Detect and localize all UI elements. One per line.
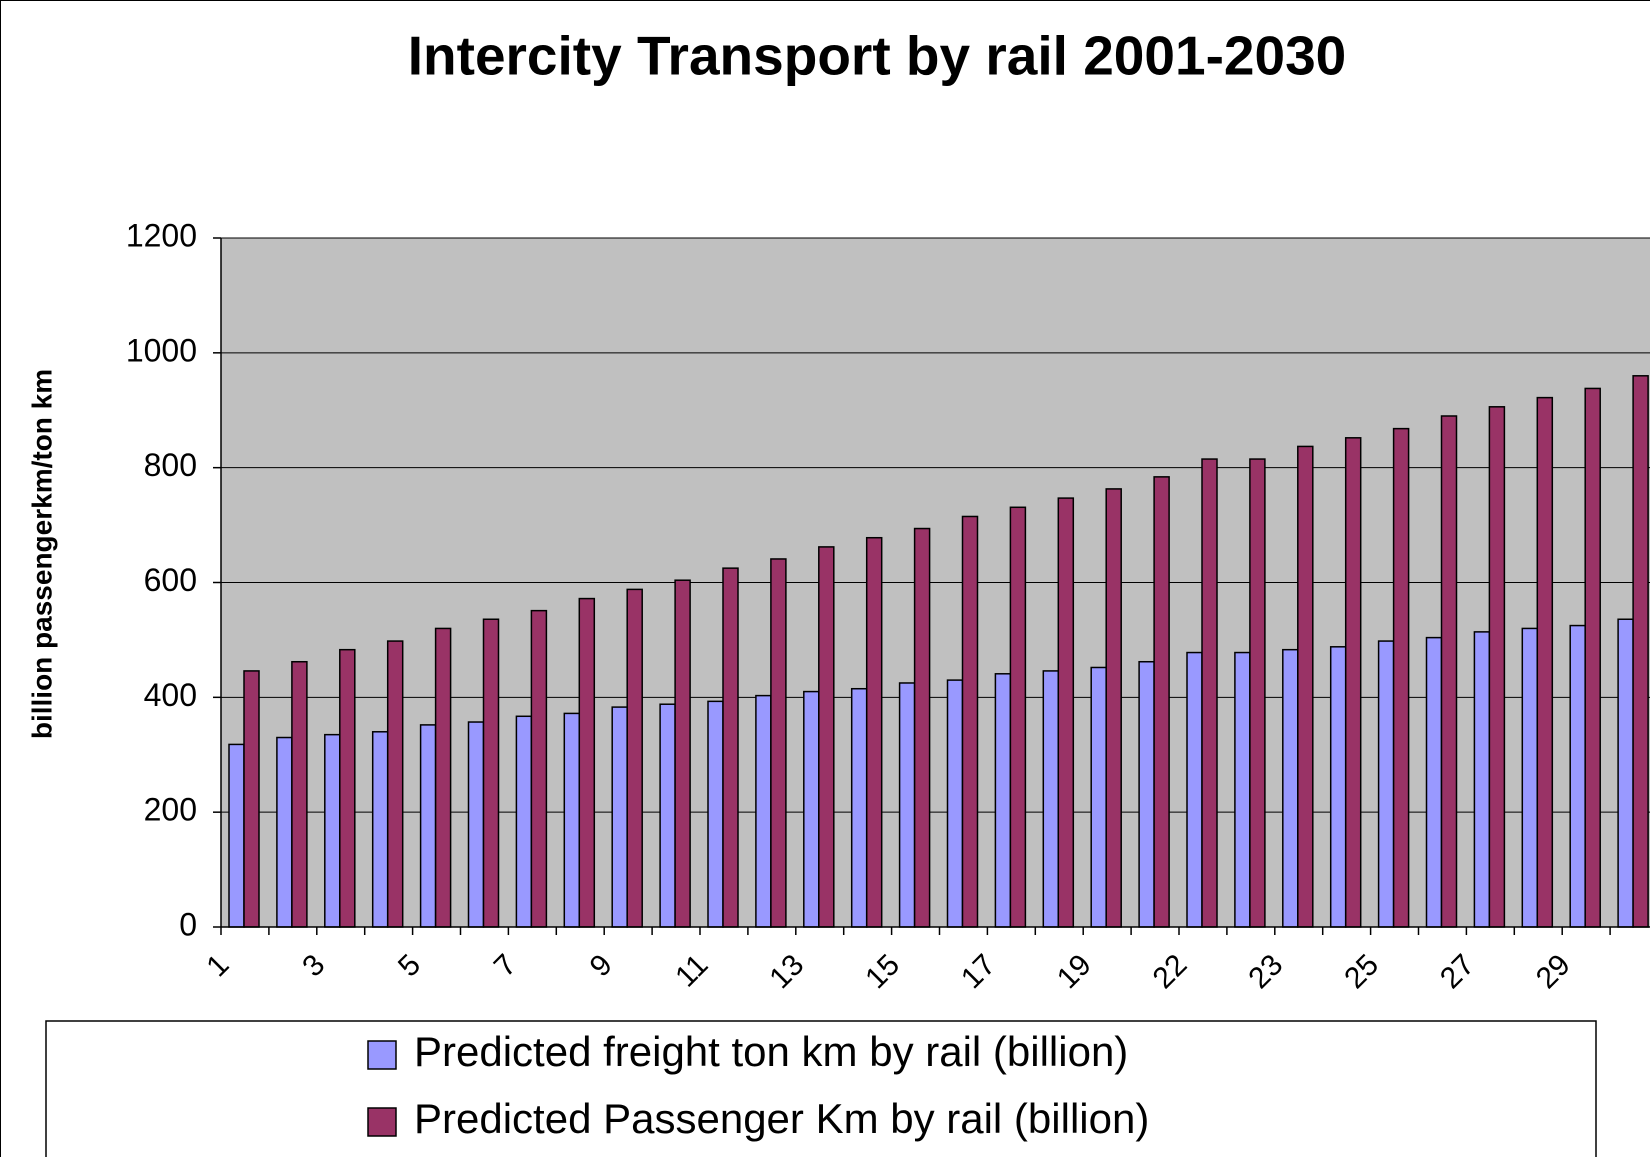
bar — [291, 660, 308, 928]
bar — [1617, 618, 1634, 928]
bar — [467, 721, 485, 928]
bar — [1297, 445, 1314, 928]
bar — [818, 546, 835, 928]
bar — [674, 579, 691, 928]
bar — [1632, 375, 1649, 928]
bar — [1473, 631, 1491, 928]
bar — [578, 597, 596, 928]
bar — [1329, 646, 1347, 928]
bar — [1344, 437, 1362, 928]
bar — [913, 527, 931, 928]
bar — [1153, 476, 1170, 928]
bar — [386, 640, 404, 928]
y-tick-label: 200 — [144, 792, 197, 828]
legend-label: Predicted freight ton km by rail (billio… — [414, 1028, 1128, 1075]
bar — [1057, 497, 1075, 928]
bar — [371, 731, 389, 928]
bar — [1440, 415, 1458, 928]
bar — [515, 715, 533, 928]
bar — [1234, 651, 1251, 928]
bar — [1569, 624, 1586, 928]
bar — [611, 706, 628, 928]
y-axis-label: billion passengerkm/ton km — [26, 369, 57, 739]
chart-title: Intercity Transport by rail 2001-2030 — [408, 25, 1347, 87]
bar — [1521, 627, 1539, 928]
bar — [770, 558, 787, 928]
bar — [803, 690, 820, 928]
bar — [1186, 651, 1203, 928]
bar — [755, 694, 772, 928]
bar — [722, 567, 739, 928]
bar — [1009, 506, 1027, 928]
bar — [1425, 636, 1443, 928]
bar — [1282, 648, 1299, 928]
bar — [1042, 670, 1060, 928]
bar — [276, 736, 293, 928]
legend-swatch — [367, 1040, 397, 1070]
bar — [228, 743, 245, 928]
bar — [339, 648, 356, 928]
y-tick-label: 0 — [179, 906, 197, 942]
y-tick-label: 1200 — [126, 217, 197, 253]
bar — [1488, 406, 1506, 928]
legend-box — [45, 1020, 1597, 1157]
bar — [434, 627, 452, 928]
bar — [659, 703, 676, 928]
bar — [1105, 488, 1122, 928]
bar — [482, 618, 500, 928]
bar — [530, 609, 548, 928]
bar — [1201, 458, 1218, 928]
bar — [850, 687, 868, 928]
bar — [626, 588, 643, 928]
y-tick-label: 800 — [144, 447, 197, 483]
bar — [563, 712, 581, 928]
bar — [1138, 660, 1155, 928]
bar — [419, 724, 437, 928]
bar — [1377, 640, 1395, 928]
y-tick-label: 1000 — [126, 332, 197, 368]
legend-swatch — [367, 1107, 397, 1137]
bar — [946, 679, 964, 928]
y-tick-label: 600 — [144, 562, 197, 598]
bar — [961, 515, 979, 928]
bar — [865, 536, 883, 928]
bar — [1584, 387, 1601, 928]
bar — [324, 733, 341, 928]
bar — [1090, 666, 1107, 928]
y-tick-label: 400 — [144, 677, 197, 713]
bar — [1536, 396, 1554, 928]
bar — [1249, 458, 1266, 928]
bar — [243, 670, 260, 928]
bar — [994, 673, 1012, 928]
bar — [1392, 427, 1410, 928]
legend-label: Predicted Passenger Km by rail (billion) — [414, 1095, 1149, 1142]
bar — [707, 700, 724, 928]
bar — [898, 682, 916, 928]
